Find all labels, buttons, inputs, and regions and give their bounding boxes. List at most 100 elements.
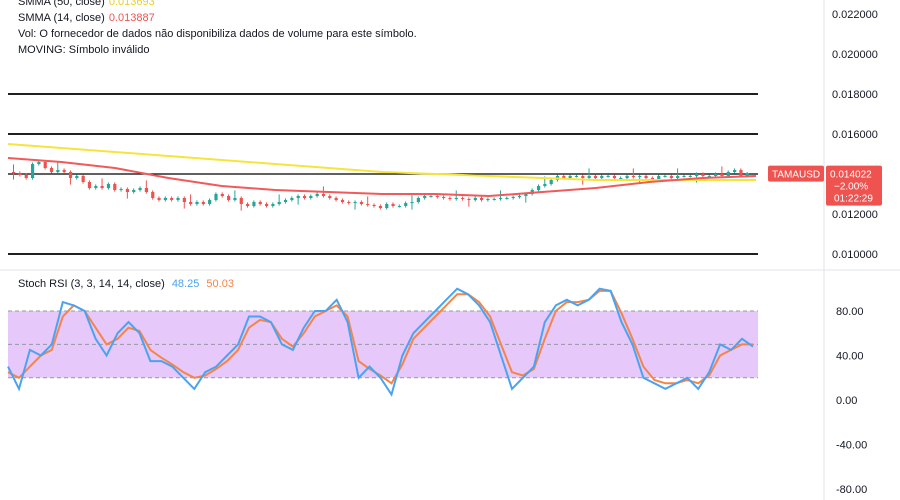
candle-body xyxy=(366,204,370,205)
candle-body xyxy=(714,174,718,176)
candle-body xyxy=(62,170,66,172)
candle-body xyxy=(372,205,376,206)
smma14-label: SMMA (14, close) xyxy=(18,12,105,24)
candle-body xyxy=(739,170,743,176)
candle-body xyxy=(600,176,604,178)
candle-body xyxy=(182,198,186,202)
candle-body xyxy=(100,186,104,188)
candle-body xyxy=(391,204,395,206)
price-tick-label: 0.022000 xyxy=(832,9,878,21)
candle-body xyxy=(264,204,269,206)
candle-body xyxy=(486,199,490,200)
candle-body xyxy=(461,198,465,199)
candle-body xyxy=(125,189,130,192)
smma14-value: 0.013887 xyxy=(108,12,155,24)
candle-body xyxy=(227,196,231,200)
candle-body xyxy=(315,194,319,196)
price-tag xyxy=(826,165,882,206)
stoch-k-value: 48.25 xyxy=(171,278,200,290)
candle-body xyxy=(707,176,711,177)
candle-body xyxy=(353,202,357,203)
smma50-legend[interactable]: SMMA (50, close) 0.013693 xyxy=(18,0,417,10)
stoch-d-value: 50.03 xyxy=(206,278,234,290)
candle-body xyxy=(208,200,212,204)
price-tick-label: 0.020000 xyxy=(832,49,878,61)
candle-body xyxy=(163,198,167,200)
smma50-label: SMMA (50, close) xyxy=(18,0,105,8)
symbol-tag-label: TAMAUSD xyxy=(772,170,820,181)
price-tick-label: 0.012000 xyxy=(832,209,878,221)
candle-body xyxy=(638,176,642,177)
volume-note: Vol: O fornecedor de dados não disponibi… xyxy=(18,28,417,40)
candle-body xyxy=(720,174,724,176)
candle-body xyxy=(68,172,73,178)
candle-body xyxy=(12,172,16,173)
stoch-tick-label: 0.00 xyxy=(836,395,857,407)
candle-body xyxy=(75,176,79,178)
candle-body xyxy=(454,198,458,199)
candle-body xyxy=(189,202,193,204)
candle-body xyxy=(258,202,262,204)
candle-body xyxy=(682,176,686,177)
candle-body xyxy=(404,203,408,206)
candle-body xyxy=(144,188,149,192)
candle-body xyxy=(309,196,313,198)
candle-body xyxy=(587,176,591,178)
smma14-legend[interactable]: SMMA (14, close) 0.013887 xyxy=(18,10,417,26)
candle-body xyxy=(524,194,528,196)
candle-body xyxy=(37,162,41,164)
candle-body xyxy=(385,204,389,208)
stoch-tick-label: -80.00 xyxy=(836,484,867,496)
candle-body xyxy=(113,184,117,190)
candle-body xyxy=(359,202,364,204)
stoch-tick-label: -40.00 xyxy=(836,440,867,452)
stoch-d-line xyxy=(7,289,753,385)
price-tick-label: 0.016000 xyxy=(832,129,878,141)
candle-body xyxy=(593,176,598,178)
candle-body xyxy=(49,168,54,172)
symbol-tag xyxy=(768,165,824,182)
candle-body xyxy=(581,176,585,178)
candle-body xyxy=(18,173,22,175)
candle-body xyxy=(220,194,224,196)
candle-body xyxy=(283,200,288,202)
price-tag-change: −2.00% xyxy=(834,182,868,193)
candle-body xyxy=(340,200,345,202)
candle-body xyxy=(423,196,427,198)
candle-body xyxy=(663,176,667,177)
candle-body xyxy=(448,198,452,199)
candle-body xyxy=(277,202,281,204)
candle-body xyxy=(81,176,85,182)
candle-body xyxy=(517,196,522,197)
candle-body xyxy=(631,176,636,177)
candle-body xyxy=(416,198,420,202)
candle-body xyxy=(132,190,136,192)
candle-body xyxy=(176,198,180,200)
candle-body xyxy=(619,178,623,179)
candle-body xyxy=(511,197,515,198)
price-axis[interactable]: 0.022000 0.020000 0.018000 0.016000 0.012000… xyxy=(768,0,882,500)
candle-body xyxy=(24,175,28,178)
candle-body xyxy=(43,162,47,168)
candle-body xyxy=(473,198,477,200)
candle-body xyxy=(574,176,579,177)
candle-body xyxy=(378,206,383,208)
stoch-tick-label: 80.00 xyxy=(836,306,864,318)
candle-body xyxy=(606,176,610,177)
candle-body xyxy=(562,176,566,178)
candle-body xyxy=(157,198,161,200)
smma50-value: 0.013693 xyxy=(108,0,155,8)
stoch-rsi-label: Stoch RSI (3, 3, 14, 14, close) xyxy=(18,278,165,290)
candle-body xyxy=(106,184,111,188)
candle-body xyxy=(195,202,199,204)
candle-body xyxy=(688,176,692,177)
candle-body xyxy=(170,198,174,200)
stoch-rsi-legend[interactable]: Stoch RSI (3, 3, 14, 14, close) 48.25 50… xyxy=(18,278,234,290)
candle-body xyxy=(239,198,243,204)
candle-body xyxy=(612,176,617,178)
candle-body xyxy=(138,188,142,190)
candle-body xyxy=(492,199,496,200)
candle-body xyxy=(733,170,737,172)
candle-body xyxy=(676,176,680,178)
